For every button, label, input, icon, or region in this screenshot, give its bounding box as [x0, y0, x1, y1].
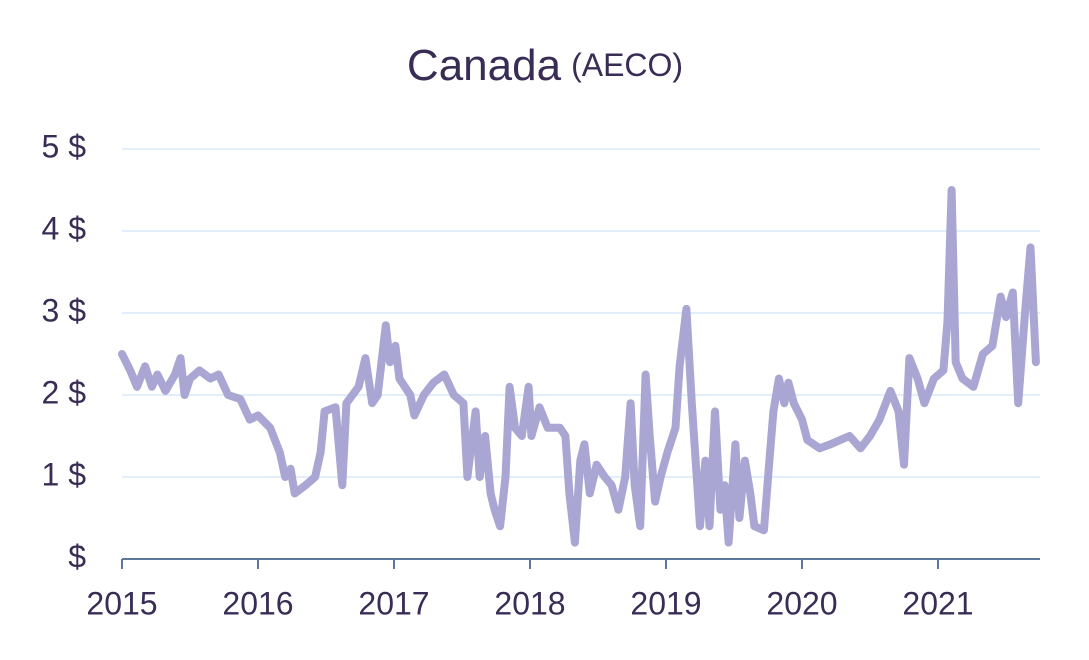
x-tick-label: 2020 [766, 585, 837, 621]
x-tick-label: 2017 [358, 585, 429, 621]
y-tick-label: 4 $ [42, 210, 87, 246]
title: Canada [407, 41, 562, 90]
x-tick-label: 2018 [494, 585, 565, 621]
x-tick-label: 2019 [630, 585, 701, 621]
x-tick-label: 2021 [902, 585, 973, 621]
y-tick-label: 2 $ [42, 374, 87, 410]
y-tick-label: 3 $ [42, 292, 87, 328]
y-tick-label: 5 $ [42, 128, 87, 164]
x-tick-label: 2015 [86, 585, 157, 621]
chart-title: Canada (AECO) [407, 41, 683, 90]
y-tick-label: 1 $ [42, 456, 87, 492]
x-tick-label: 2016 [222, 585, 293, 621]
subtitle: (AECO) [571, 47, 683, 83]
y-tick-label: $ [68, 538, 86, 574]
series-line [118, 186, 1040, 547]
